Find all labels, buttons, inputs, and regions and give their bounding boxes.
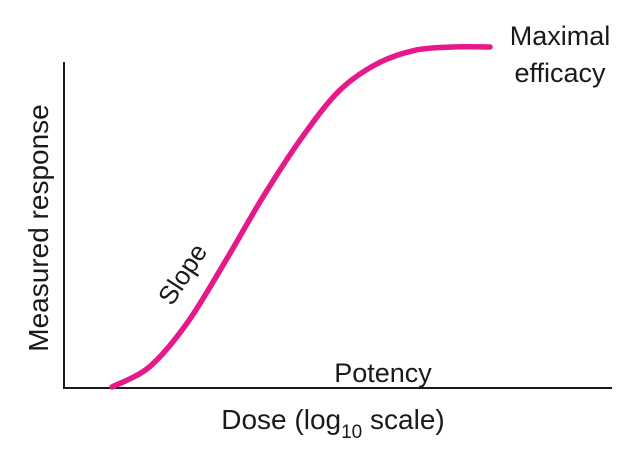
x-axis-label-subscript: 10 [341,422,362,443]
annotation-maximal-efficacy-line1: Maximal [510,21,611,51]
x-axis-label-main: Dose (log [221,404,341,435]
x-axis-label-suffix: scale) [362,404,444,435]
x-axis-label: Dose (log10 scale) [221,404,444,443]
annotation-potency: Potency [334,358,432,388]
dose-response-curve [109,43,493,390]
y-axis-label: Measured response [23,104,54,351]
annotation-maximal-efficacy-line2: efficacy [514,58,606,88]
